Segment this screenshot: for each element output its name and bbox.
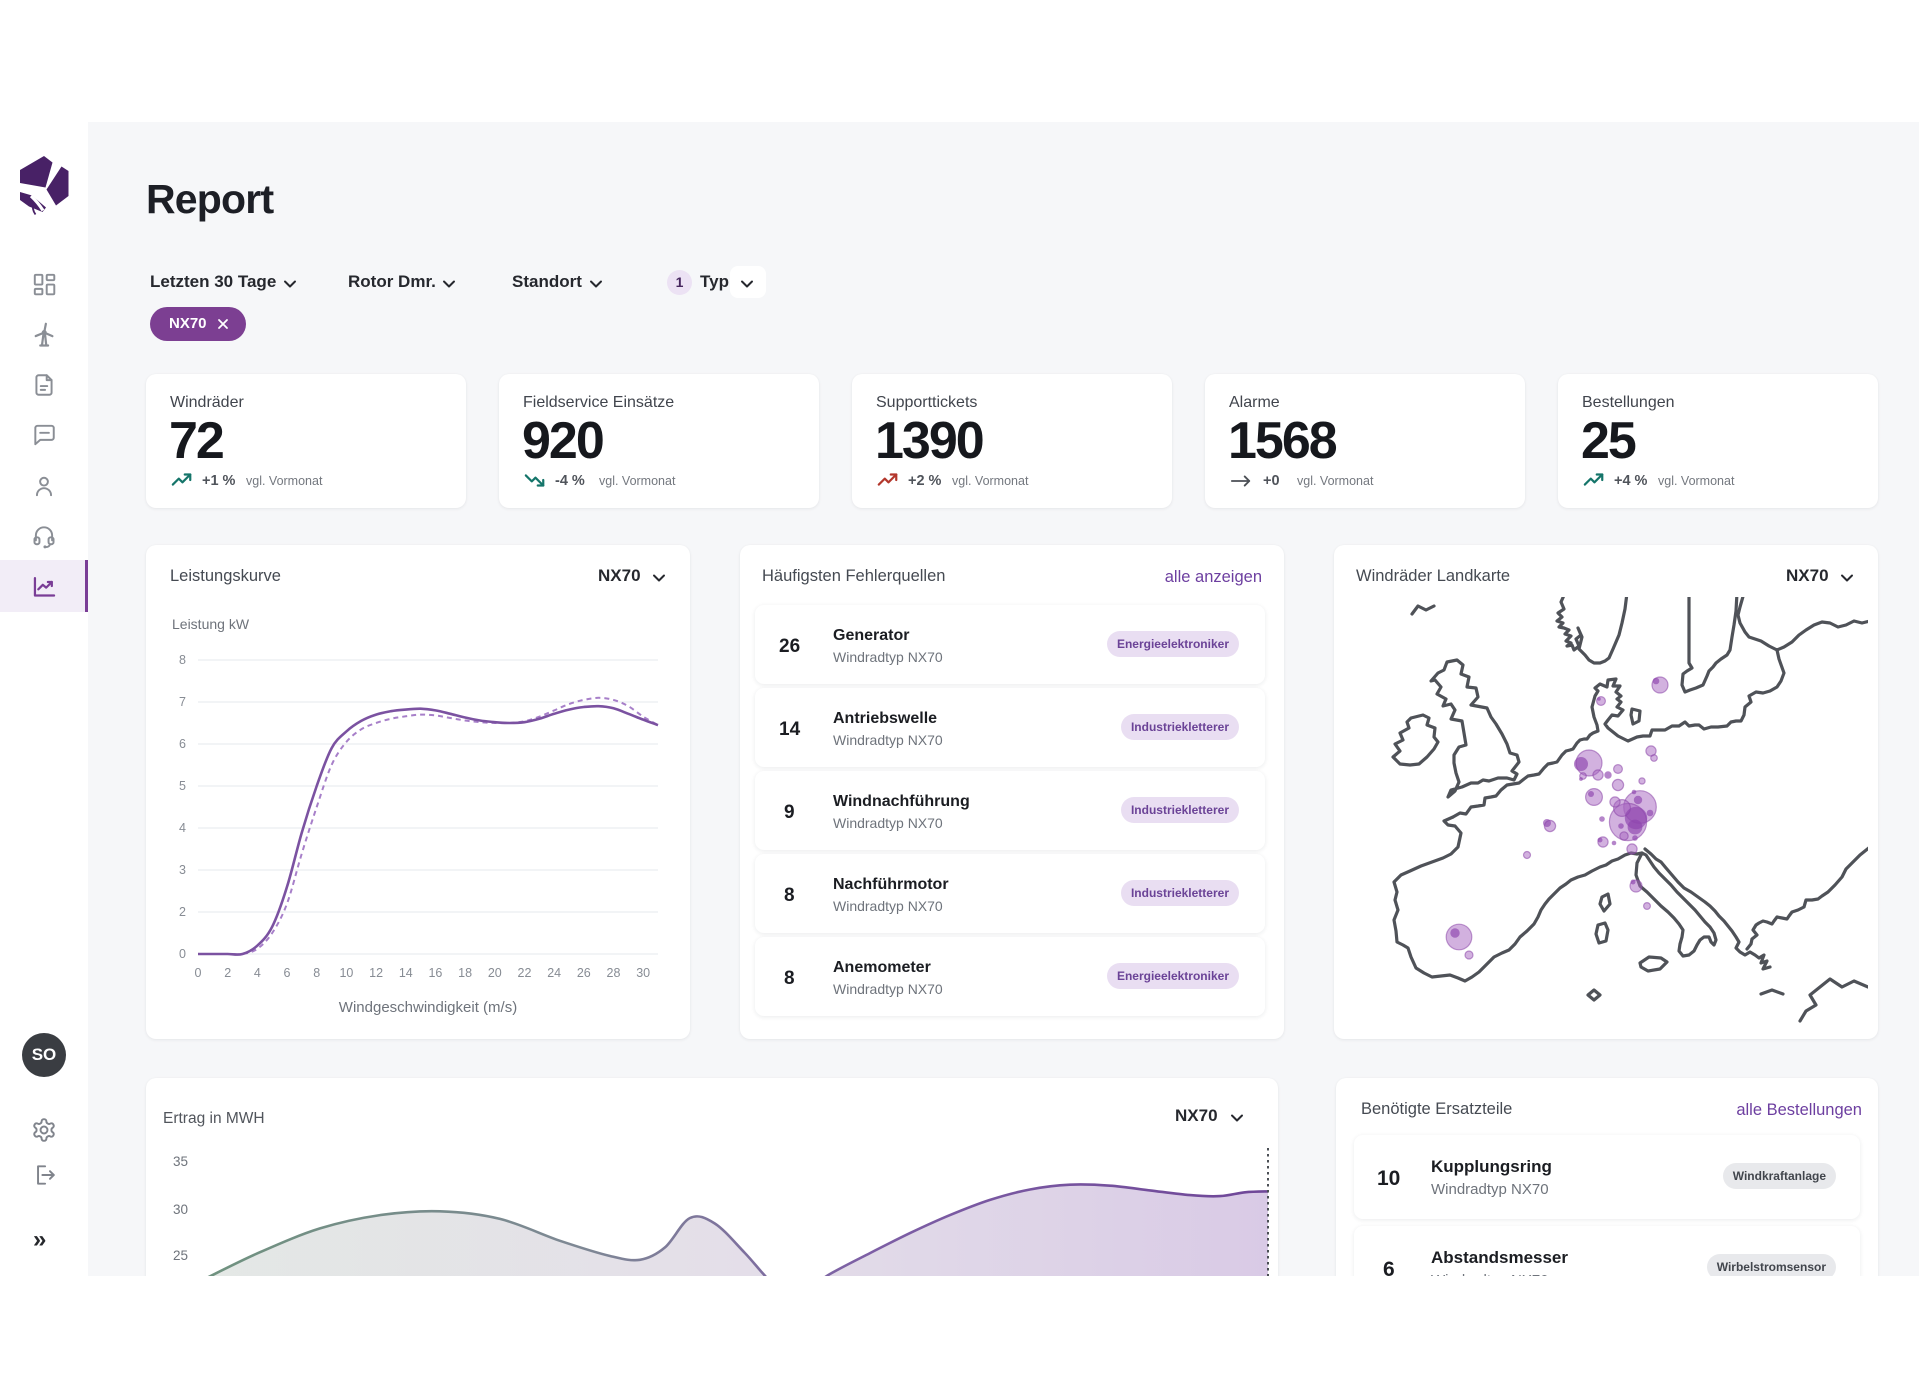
svg-text:0: 0 xyxy=(179,947,186,961)
svg-text:28: 28 xyxy=(607,966,621,980)
svg-text:12: 12 xyxy=(369,966,383,980)
svg-text:5: 5 xyxy=(179,779,186,793)
svg-text:3: 3 xyxy=(179,863,186,877)
svg-text:10: 10 xyxy=(339,966,353,980)
svg-text:4: 4 xyxy=(254,966,261,980)
svg-text:6: 6 xyxy=(284,966,291,980)
svg-text:14: 14 xyxy=(399,966,413,980)
svg-text:2: 2 xyxy=(224,966,231,980)
svg-text:2: 2 xyxy=(179,905,186,919)
svg-text:25: 25 xyxy=(173,1248,188,1263)
svg-text:18: 18 xyxy=(458,966,472,980)
svg-text:Windgeschwindigkeit (m/s): Windgeschwindigkeit (m/s) xyxy=(339,999,517,1016)
svg-text:35: 35 xyxy=(173,1154,188,1169)
svg-text:24: 24 xyxy=(547,966,561,980)
svg-text:8: 8 xyxy=(179,653,186,667)
svg-text:7: 7 xyxy=(179,695,186,709)
svg-text:30: 30 xyxy=(636,966,650,980)
svg-text:30: 30 xyxy=(173,1202,188,1217)
svg-text:22: 22 xyxy=(518,966,532,980)
svg-text:8: 8 xyxy=(313,966,320,980)
svg-text:4: 4 xyxy=(179,821,186,835)
svg-text:20: 20 xyxy=(488,966,502,980)
svg-text:26: 26 xyxy=(577,966,591,980)
svg-text:0: 0 xyxy=(195,966,202,980)
svg-text:6: 6 xyxy=(179,737,186,751)
svg-text:16: 16 xyxy=(428,966,442,980)
